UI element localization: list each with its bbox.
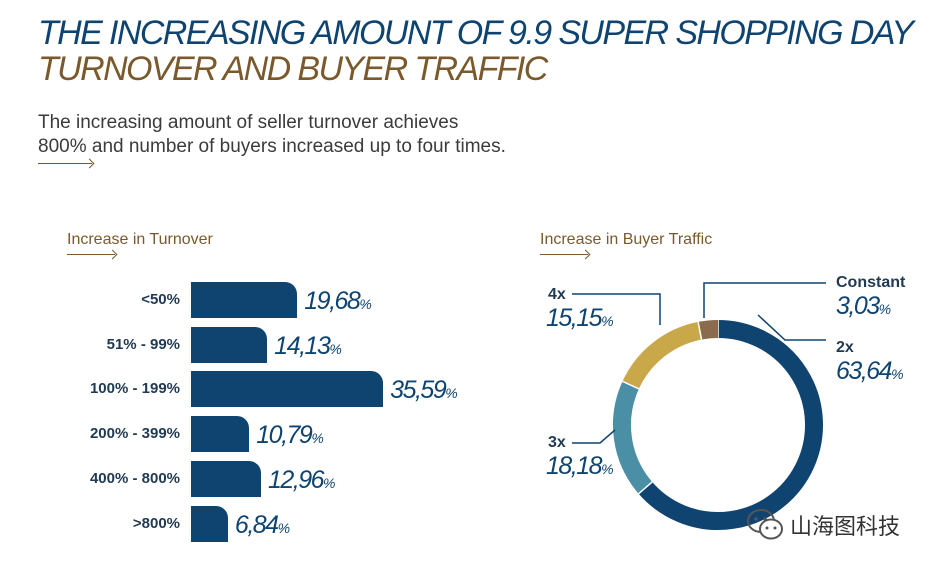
bar-value-label: 12,96%	[268, 466, 336, 495]
bar	[191, 371, 384, 408]
subtitle-line-1: The increasing amount of seller turnover…	[38, 112, 459, 133]
donut-slice-constant	[698, 320, 719, 340]
watermark: 山海图科技	[746, 508, 900, 542]
bar-value-number: 35,59	[390, 376, 447, 405]
turnover-arrow-icon	[67, 249, 118, 260]
bar-value-unit: %	[311, 430, 324, 447]
leader-line-2x	[757, 314, 826, 341]
buyer-traffic-arrow-icon	[540, 249, 591, 260]
bar-value-number: 14,13	[274, 331, 331, 360]
slice-value-constant: 3,03%	[836, 292, 892, 320]
subtitle-line-2: 800% and number of buyers increased up t…	[38, 136, 506, 157]
bar-value-label: 14,13%	[274, 332, 342, 361]
leader-line-constant	[703, 282, 826, 318]
wechat-icon	[747, 509, 783, 540]
bar-value-number: 6,84	[234, 510, 279, 539]
bar-value-label: 19,68%	[304, 287, 372, 316]
bar-value-unit: %	[359, 296, 372, 312]
buyer-traffic-chart-title: Increase in Buyer Traffic	[540, 231, 713, 248]
slice-value-4x: 15,15%	[546, 304, 614, 332]
bar-value-unit: %	[277, 519, 291, 536]
bar	[191, 282, 298, 318]
bar-category-label: 400% - 800%	[89, 469, 180, 487]
subtitle-arrow-icon	[38, 158, 95, 169]
leader-line-3x	[572, 429, 616, 444]
bar-value-label: 10,79%	[256, 421, 324, 450]
bar	[191, 416, 250, 453]
donut-slice-4x	[622, 321, 702, 390]
bar	[191, 326, 268, 363]
bar	[191, 460, 261, 497]
bar-category-label: >800%	[132, 514, 180, 532]
slice-label-2x: 2x	[836, 339, 854, 356]
bar-value-number: 10,79	[256, 421, 313, 450]
donut-slice-3x	[613, 381, 653, 494]
slice-label-3x: 3x	[548, 434, 566, 451]
slice-value-2x: 63,64%	[836, 357, 904, 385]
bar-category-label: 200% - 399%	[89, 425, 180, 443]
donut-separator	[622, 380, 640, 390]
bar-value-number: 19,68	[304, 287, 361, 315]
watermark-text: 山海图科技	[790, 515, 901, 540]
bar-value-label: 6,84%	[235, 511, 290, 540]
bar-category-label: 51% - 99%	[106, 335, 180, 353]
bar	[191, 505, 228, 542]
subtitle: The increasing amount of seller turnover…	[38, 111, 506, 159]
page-title-line-1: THE INCREASING AMOUNT OF 9.9 SUPER SHOPP…	[38, 14, 914, 52]
slice-label-4x: 4x	[548, 286, 566, 303]
bar-category-label: <50%	[141, 291, 180, 308]
bar-value-unit: %	[445, 385, 458, 402]
leader-line-4x	[572, 293, 661, 325]
page-title-line-2: TURNOVER AND BUYER TRAFFIC	[38, 50, 548, 88]
donut-separator	[638, 481, 653, 495]
slice-value-3x: 18,18%	[546, 452, 614, 480]
bar-value-number: 12,96	[267, 465, 325, 494]
bar-value-label: 35,59%	[390, 376, 458, 405]
donut-slice-2x	[638, 320, 823, 530]
bar-value-unit: %	[329, 340, 342, 357]
turnover-chart-title: Increase in Turnover	[67, 231, 213, 248]
bar-category-label: 100% - 199%	[89, 380, 180, 398]
donut-separator	[697, 321, 703, 340]
slice-label-constant: Constant	[836, 274, 906, 291]
bar-value-unit: %	[323, 474, 336, 491]
